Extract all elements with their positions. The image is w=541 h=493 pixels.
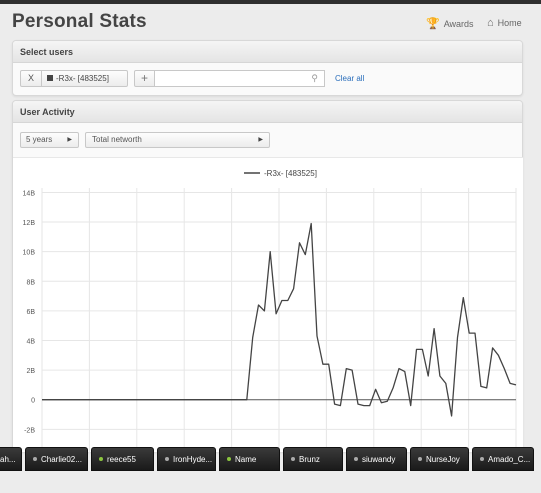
user-search-input[interactable] — [155, 74, 305, 89]
user-search-box: ⚲ — [155, 70, 325, 89]
chart-legend[interactable]: -R3x- [483525] — [244, 169, 317, 178]
chat-tab-label: NurseJoy — [426, 455, 460, 464]
series-color-swatch — [47, 75, 53, 81]
networth-chart: 14B 12B 10B 8B 6B 4B 2B 0 -2B -R3x- [483525] — [13, 157, 523, 453]
chat-tab-label: Name — [235, 455, 257, 464]
chat-tab[interactable]: Amado_C... — [472, 447, 534, 471]
awards-label: Awards — [443, 18, 474, 29]
selected-user-label: -R3x- [483525] — [56, 74, 109, 83]
y-tick-label: 6B — [26, 309, 35, 316]
home-link[interactable]: ⌂ Home — [487, 17, 522, 29]
status-dot-icon — [354, 457, 358, 461]
y-tick-label: 8B — [26, 279, 35, 286]
period-value: 5 years — [26, 135, 53, 144]
page-title: Personal Stats — [12, 11, 147, 32]
top-strip — [0, 0, 541, 4]
select-users-heading: Select users — [13, 41, 522, 63]
status-dot-icon — [480, 457, 484, 461]
metric-select[interactable]: Total networth ▶ — [85, 132, 270, 148]
clear-all-link[interactable]: Clear all — [335, 74, 365, 83]
status-dot-icon — [33, 457, 37, 461]
status-dot-icon — [291, 457, 295, 461]
chat-tab[interactable]: siuwandy — [346, 447, 407, 471]
trophy-icon: 🏆 — [426, 18, 440, 30]
caret-right-icon: ▶ — [258, 137, 263, 143]
chat-tab[interactable]: NurseJoy — [410, 447, 469, 471]
period-select[interactable]: 5 years ▶ — [20, 132, 79, 148]
metric-value: Total networth — [92, 135, 142, 144]
status-dot-icon — [99, 457, 103, 461]
chat-tab-label: Charlie02... — [41, 455, 82, 464]
home-label: Home — [497, 18, 522, 28]
y-tick-label: 10B — [23, 250, 36, 257]
user-activity-heading: User Activity — [13, 101, 522, 123]
y-tick-label: 4B — [26, 338, 35, 345]
home-icon: ⌂ — [487, 17, 494, 29]
chat-tab[interactable]: Name — [219, 447, 280, 471]
chat-tab-label: IronHyde... — [173, 455, 213, 464]
chat-tab-label: Brunz — [299, 455, 320, 464]
search-icon[interactable]: ⚲ — [311, 73, 318, 83]
chat-tab[interactable]: IronHyde... — [157, 447, 216, 471]
user-activity-panel: User Activity 5 years ▶ Total networth ▶… — [12, 100, 523, 453]
y-tick-label: -2B — [24, 427, 35, 434]
y-tick-label: 0 — [31, 398, 35, 405]
chat-tab-label: siuwandy — [362, 455, 396, 464]
status-dot-icon — [165, 457, 169, 461]
y-tick-label: 2B — [26, 368, 35, 375]
chat-tab-label: reece55 — [107, 455, 136, 464]
add-user-button[interactable]: + — [134, 70, 155, 87]
chat-taskbar: ah... Charlie02... reece55 IronHyde... Name B… — [0, 447, 541, 471]
y-tick-label: 14B — [23, 190, 36, 197]
networth-chart-svg: 14B 12B 10B 8B 6B 4B 2B 0 -2B -R3x- [483525] — [23, 169, 517, 453]
chat-tab[interactable]: Brunz — [283, 447, 343, 471]
chat-tab[interactable]: reece55 — [91, 447, 154, 471]
chat-tab[interactable]: Charlie02... — [25, 447, 88, 471]
series-line-r3x — [42, 222, 517, 417]
y-tick-label: 12B — [23, 220, 36, 227]
selected-user-chip: -R3x- [483525] — [41, 70, 128, 87]
page-header: Personal Stats 🏆 Awards ⌂ Home — [0, 4, 541, 38]
caret-right-icon: ▶ — [67, 137, 72, 143]
chat-tab-label: Amado_C... — [488, 455, 531, 464]
chat-tab-label: ah... — [0, 455, 16, 464]
select-users-panel: Select users X -R3x- [483525] + ⚲ Clear … — [12, 40, 523, 96]
legend-label: -R3x- [483525] — [264, 169, 317, 178]
status-dot-icon — [227, 457, 231, 461]
remove-user-button[interactable]: X — [20, 70, 42, 87]
awards-link[interactable]: 🏆 Awards — [426, 17, 474, 30]
status-dot-icon — [418, 457, 422, 461]
chat-tab[interactable]: ah... — [0, 447, 22, 471]
